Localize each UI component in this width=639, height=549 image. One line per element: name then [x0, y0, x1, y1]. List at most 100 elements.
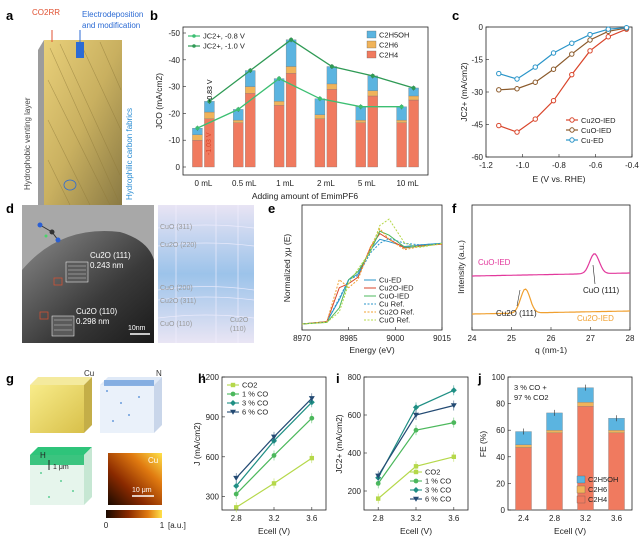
panel-c-point	[550, 50, 557, 56]
panel-f-xtick-label: 24	[468, 334, 477, 343]
legend-j-swatch-c2h6	[576, 485, 586, 494]
panel-j-bar-c2h6	[608, 430, 625, 434]
legend-j-swatch-c2h5oh	[576, 475, 586, 484]
panel-c-point	[514, 86, 520, 92]
panel-h-label: h	[198, 371, 206, 386]
legend-label: 6 % CO	[242, 408, 268, 417]
panel-b-bar-c2h4	[396, 122, 407, 168]
panel-b-axes	[182, 26, 429, 176]
panel-c-point	[514, 129, 520, 135]
scale-1um: 1 μm	[53, 464, 69, 471]
panel-c-xlabel: E (V vs. RHE)	[533, 174, 586, 184]
panel-b-bar-c2h4	[273, 105, 285, 168]
panel-c-point	[587, 48, 593, 54]
panel-b-bars	[192, 37, 419, 168]
cu2o220-label: Cu2O (220)	[160, 242, 197, 249]
legend-jc2-08: JC2+, -0.8 V	[203, 32, 245, 41]
xtick-label: 3.2	[268, 514, 280, 523]
electrode-connector	[76, 42, 84, 58]
cbar-max: 1	[160, 521, 165, 530]
panel-b-ytick-label: 0	[176, 163, 181, 172]
series-point	[309, 415, 315, 421]
panel-i-label: i	[336, 371, 340, 386]
panel-c-legend-marker	[569, 117, 575, 123]
panel-e-xtick-label: 8985	[340, 334, 358, 343]
panel-f-line-cuo	[472, 253, 630, 277]
n-map-label: N	[156, 369, 162, 378]
panel-j-xlabel: Ecell (V)	[554, 526, 586, 536]
legend-marker	[230, 409, 236, 415]
panel-e: e 8970 8985 9000 9015 Energy (eV) Normalize…	[268, 201, 451, 355]
ytick-label: 600	[348, 411, 362, 420]
panel-b-line-10v-point	[370, 73, 375, 78]
molecule-icon	[37, 222, 61, 243]
panel-b-ylabel: JCO (mA/cm2)	[154, 73, 164, 129]
panel-c-lines	[496, 24, 630, 135]
panel-j-ticks: 0 20 40 60 80 100 2.4 2.8 3.2 3.6	[492, 373, 623, 523]
panel-b-bar-c2h6	[245, 86, 256, 94]
panel-e-line	[301, 218, 443, 325]
panel-h-lines	[233, 393, 315, 513]
cuo200-label: CuO (200)	[160, 285, 193, 292]
lattice-inset-1	[65, 261, 89, 283]
series-point	[451, 454, 457, 459]
panel-h-ticks: 2.8 3.2 3.6 300 600 900 1200	[201, 373, 318, 523]
electrodeposition-label: Electrodeposition	[82, 10, 143, 19]
panel-j-bar-c2h4	[608, 432, 625, 511]
panel-b-ytick-label: -10	[168, 136, 180, 145]
series-point	[450, 403, 457, 409]
ytick-label: 400	[348, 449, 362, 458]
panel-e-xlabel: Energy (eV)	[349, 345, 395, 355]
d-spacing-2: 0.298 nm	[76, 317, 110, 326]
panel-b-bar-c2h5oh	[285, 39, 297, 67]
panel-d: d Cu2O (111) 0.243 nm Cu2O (110) 0.298 n…	[6, 201, 255, 343]
panel-b-xtick-label: 1 mL	[276, 179, 294, 188]
panel-c-ytick-label: 0	[479, 23, 484, 32]
panel-c-point	[496, 70, 502, 77]
legend-c2h5oh: C2H5OH	[379, 31, 409, 40]
panel-e-legend-label: Cu Ref.	[379, 300, 404, 309]
panel-b-label: b	[150, 8, 158, 23]
series-point	[451, 420, 457, 425]
panel-b-line-10v-point	[411, 85, 416, 90]
panel-b-bar-c2h6	[314, 114, 326, 119]
panel-b-bar-c2h4	[233, 122, 244, 168]
hydrophobic-label: Hydrophobic venting layer	[23, 97, 32, 190]
panel-b-bar-c2h6	[285, 66, 297, 74]
legend-marker	[413, 478, 419, 484]
cu2o110-label: Cu2O (110)	[76, 307, 118, 316]
panel-j-xtick-label: 2.4	[518, 514, 530, 523]
panel-c-point	[532, 79, 538, 85]
panel-j-bar-c2h4	[546, 432, 563, 511]
panel-e-ylabel: Normalized χμ (E)	[282, 234, 292, 303]
panel-c-point	[587, 37, 593, 43]
legend-c2h6: C2H6	[379, 41, 398, 50]
panel-f-xtick-label: 28	[626, 334, 635, 343]
label-cuo-ied: CuO-IED	[478, 258, 511, 267]
panel-b-lines	[195, 37, 416, 131]
d-spacing-1: 0.243 nm	[90, 261, 124, 270]
panel-c-point	[532, 64, 538, 70]
eds-cu-cube	[30, 377, 92, 433]
panel-b-line-08v	[197, 77, 402, 129]
panel-f: f 24 25 26 27 28 q (nm-1) Intensity (a.u.) C…	[452, 201, 635, 355]
panel-c-point	[496, 122, 502, 129]
panel-c-line	[498, 27, 627, 80]
legend-marker	[230, 400, 236, 406]
series-point	[413, 464, 419, 469]
panel-b-bar-c2h6	[273, 101, 285, 106]
cuo311-label: CuO (311)	[160, 224, 192, 231]
panel-f-label: f	[452, 201, 457, 216]
panel-f-xtick-label: 25	[507, 334, 516, 343]
panel-b-bar-c2h4	[285, 73, 297, 168]
panel-j: j 0 20 40 60 80 100 2.4 2.8 3.2 3.6 Ecell (V) FE …	[477, 371, 633, 536]
panel-b-bar-c2h4	[355, 122, 366, 168]
panel-c-ytick-label: -30	[471, 88, 483, 97]
panel-g-label: g	[6, 371, 14, 386]
panel-b-ytick-label: -30	[168, 83, 180, 92]
panel-c-legend-marker	[569, 137, 575, 143]
series-point	[271, 481, 277, 486]
legend-label: 6 % CO	[425, 495, 451, 504]
